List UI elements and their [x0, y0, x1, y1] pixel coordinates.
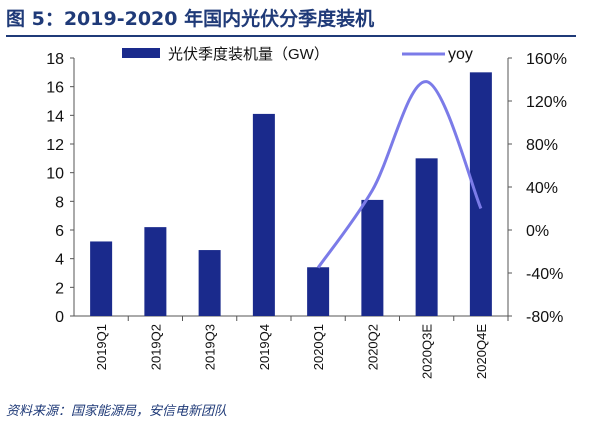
legend-line-label: yoy	[448, 46, 473, 63]
x-tick-label: 2019Q4	[257, 324, 272, 370]
left-tick-label: 2	[55, 280, 64, 297]
right-tick-label: 40%	[526, 180, 558, 197]
x-tick-label: 2020Q2	[365, 324, 380, 370]
source-note: 资料来源：国家能源局，安信电新团队	[6, 404, 228, 419]
left-tick-label: 4	[55, 252, 64, 269]
right-tick-label: 0%	[526, 223, 549, 240]
x-tick-label: 2019Q3	[203, 324, 218, 370]
left-tick-label: 10	[46, 166, 64, 183]
right-tick-label: 120%	[526, 94, 567, 111]
x-tick-label: 2020Q1	[311, 324, 326, 370]
left-tick-label: 6	[55, 223, 64, 240]
left-tick-label: 16	[46, 80, 64, 97]
yoy-line	[316, 80, 483, 269]
bar-2019Q4	[252, 113, 275, 317]
right-tick-label: 160%	[526, 51, 567, 68]
left-tick-label: 12	[46, 137, 64, 154]
left-tick-label: 0	[55, 309, 64, 326]
left-tick-label: 8	[55, 194, 64, 211]
left-tick-label: 14	[46, 108, 64, 125]
x-tick-label: 2019Q2	[148, 324, 163, 370]
right-tick-label: -80%	[526, 309, 563, 326]
x-tick-label: 2019Q1	[94, 324, 109, 370]
bar-2020Q3E	[415, 158, 438, 316]
right-tick-label: 80%	[526, 137, 558, 154]
bar-2019Q3	[198, 250, 221, 316]
bar-2019Q2	[144, 227, 167, 316]
legend-bar-swatch	[122, 48, 160, 58]
title-divider	[6, 35, 576, 37]
chart-title: 图 5：2019-2020 年国内光伏分季度装机	[6, 8, 375, 30]
x-tick-label: 2020Q4E	[474, 324, 489, 379]
left-tick-label: 18	[46, 51, 64, 68]
legend-bar-label: 光伏季度装机量（GW）	[168, 46, 329, 63]
right-tick-label: -40%	[526, 266, 563, 283]
x-tick-label: 2020Q3E	[420, 324, 435, 379]
bar-2020Q4E	[469, 72, 492, 316]
bar-2020Q2	[361, 199, 384, 316]
bar-2020Q1	[307, 267, 330, 316]
bar-2019Q1	[90, 241, 113, 316]
